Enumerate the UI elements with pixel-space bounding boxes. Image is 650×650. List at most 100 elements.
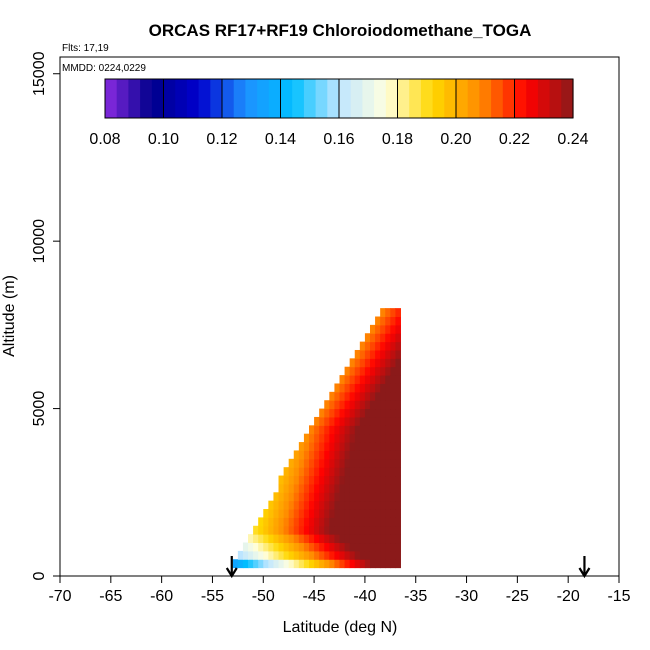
field-cell (309, 500, 315, 510)
field-cell (248, 542, 254, 552)
field-cell (314, 450, 320, 460)
field-cell (364, 433, 371, 443)
field-cell (364, 550, 371, 560)
field-cell (369, 550, 376, 560)
field-cell (314, 442, 320, 451)
field-cell (349, 375, 356, 384)
field-cell (390, 433, 396, 443)
field-cell (324, 509, 330, 518)
field-cell (369, 492, 376, 502)
field-cell (293, 525, 300, 535)
field-cell (375, 425, 381, 435)
field-cell (364, 483, 371, 493)
field-cell (339, 500, 346, 510)
field-cell (339, 475, 346, 485)
field-cell (369, 408, 376, 418)
field-cell (369, 433, 376, 443)
field-cell (309, 550, 315, 560)
colorbar-swatch (350, 79, 363, 118)
field-cell (258, 542, 264, 552)
field-cell (375, 509, 381, 518)
field-cell (339, 509, 346, 518)
field-cell (395, 400, 401, 410)
field-cell (390, 525, 396, 535)
field-cell (268, 550, 274, 560)
dates-note: MMDD: 0224,0229 (62, 63, 146, 74)
colorbar-swatch (116, 79, 129, 118)
field-cell (298, 442, 305, 451)
field-cell (298, 500, 305, 510)
field-cell (344, 517, 351, 527)
y-tick-label: 5000 (31, 391, 48, 427)
field-cell (329, 442, 335, 451)
field-cell (344, 542, 351, 552)
field-cell (395, 333, 401, 343)
x-axis: -70 -65 -60 -55 -50 -45 -40 -35 -30 -25 -20 -15 (48, 576, 631, 605)
field-cell (349, 391, 356, 401)
field-cell (253, 550, 259, 560)
field-cell (380, 333, 386, 343)
colorbar-swatch (175, 79, 188, 118)
field-cell (278, 525, 285, 535)
field-cell (359, 542, 366, 552)
colorbar-tick-label: 0.18 (382, 131, 413, 148)
x-tick-label: -70 (48, 588, 71, 605)
field-cell (303, 559, 310, 569)
field-cell (303, 467, 310, 477)
field-cell (324, 542, 330, 552)
colorbar-swatch (292, 79, 305, 118)
field-cell (380, 383, 386, 393)
field-cell (288, 467, 295, 477)
field-cell (385, 433, 391, 443)
field-cell (359, 467, 366, 477)
field-cell (314, 467, 320, 477)
field-cell (349, 366, 356, 376)
field-cell (293, 559, 300, 569)
field-cell (354, 416, 361, 426)
field-cell (390, 416, 396, 426)
field-cell (293, 542, 300, 552)
field-cell (278, 509, 285, 518)
field-cell (349, 492, 356, 502)
field-cell (364, 467, 371, 477)
field-cell (309, 483, 315, 493)
colorbar-swatch (140, 79, 153, 118)
field-cell (298, 517, 305, 527)
field-cell (314, 500, 320, 510)
field-cell (248, 550, 254, 560)
field-cell (349, 458, 356, 468)
colorbar-swatch (444, 79, 457, 118)
field-cell (354, 550, 361, 560)
field-cell (354, 467, 361, 477)
field-cell (359, 525, 366, 535)
field-cell (293, 509, 300, 518)
field-cell (293, 450, 300, 460)
field-cell (344, 391, 351, 401)
field-cell (395, 366, 401, 376)
field-cell (390, 358, 396, 368)
field-cell (359, 483, 366, 493)
field-cell (395, 349, 401, 359)
field-cell (369, 450, 376, 460)
field-cell (385, 542, 391, 552)
field-cell (390, 483, 396, 493)
field-cell (354, 383, 361, 393)
field-cell (385, 467, 391, 477)
y-tick-label: 10000 (31, 219, 48, 264)
field-cell (329, 500, 335, 510)
field-cell (293, 534, 300, 544)
field-cell (395, 500, 401, 510)
field-cell (324, 450, 330, 460)
field-cell (334, 483, 340, 493)
field-cell (390, 349, 396, 359)
field-cell (329, 509, 335, 518)
colorbar-swatch (233, 79, 246, 118)
colorbar-swatch (151, 79, 165, 118)
field-cell (309, 525, 315, 535)
field-cell (390, 324, 396, 334)
field-cell (349, 383, 356, 393)
field-cell (258, 525, 264, 535)
field-cell (390, 366, 396, 376)
field-cell (395, 534, 401, 544)
field-cell (329, 559, 335, 569)
